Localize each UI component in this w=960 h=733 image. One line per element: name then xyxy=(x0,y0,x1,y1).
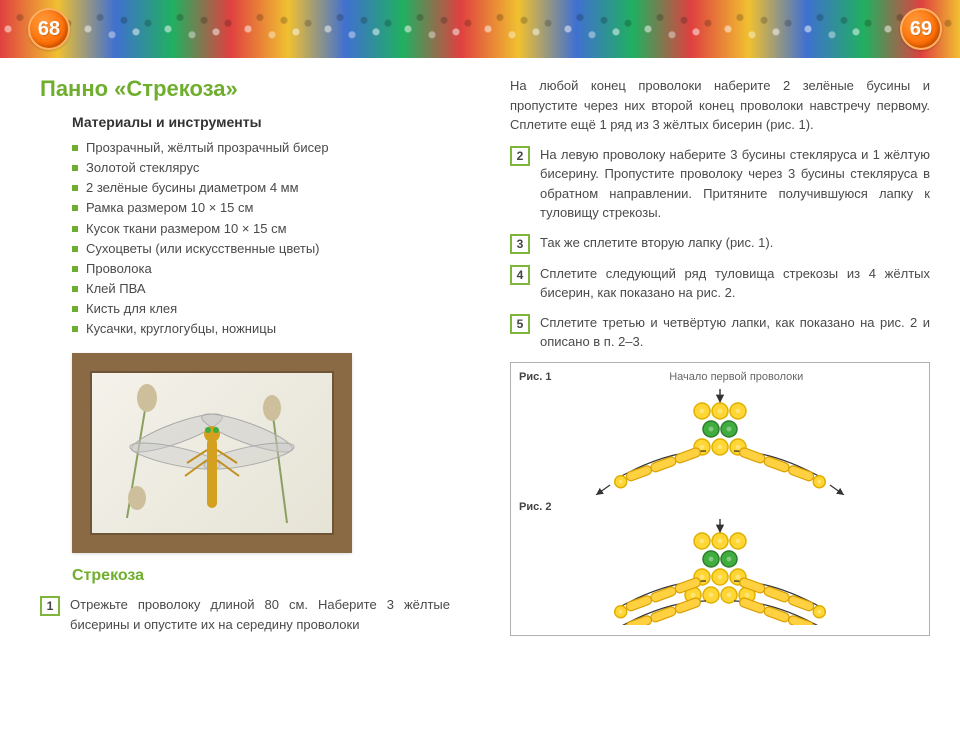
material-item: Кусачки, круглогубцы, ножницы xyxy=(72,319,450,339)
page-right: На любой конец проволоки наберите 2 зелё… xyxy=(480,58,960,733)
step-4: 4 Сплетите следующий ряд туловища стреко… xyxy=(510,264,930,303)
material-item: Прозрачный, жёлтый прозрачный бисер xyxy=(72,138,450,158)
step-text: Отрежьте проволоку длиной 80 см. Наберит… xyxy=(70,595,450,634)
material-item: Рамка размером 10 × 15 см xyxy=(72,198,450,218)
material-item: Кисть для клея xyxy=(72,299,450,319)
material-item: Кусок ткани размером 10 × 15 см xyxy=(72,219,450,239)
page-number-left: 68 xyxy=(28,8,70,50)
materials-list: Прозрачный, жёлтый прозрачный бисер Золо… xyxy=(72,138,450,339)
step-number: 4 xyxy=(510,265,530,285)
intro-paragraph: На любой конец проволоки наберите 2 зелё… xyxy=(510,76,930,135)
header-beads-banner: 68 69 xyxy=(0,0,960,58)
step-number: 1 xyxy=(40,596,60,616)
page-spread: Панно «Стрекоза» Материалы и инструменты… xyxy=(0,58,960,733)
step-1: 1 Отрежьте проволоку длиной 80 см. Набер… xyxy=(40,595,450,634)
step-text: Сплетите третью и четвёртую лапки, как п… xyxy=(540,313,930,352)
step-3: 3 Так же сплетите вторую лапку (рис. 1). xyxy=(510,233,930,254)
diagram-caption: Начало первой проволоки xyxy=(551,371,921,383)
diagram-2 xyxy=(530,515,910,625)
step-text: На левую проволоку наберите 3 бусины сте… xyxy=(540,145,930,223)
material-item: Проволока xyxy=(72,259,450,279)
materials-heading: Материалы и инструменты xyxy=(72,114,450,130)
section-title: Стрекоза xyxy=(72,567,450,585)
diagram-label-2: Рис. 2 xyxy=(519,501,551,513)
dragonfly-illustration xyxy=(97,378,327,528)
project-title: Панно «Стрекоза» xyxy=(40,76,450,102)
page-left: Панно «Стрекоза» Материалы и инструменты… xyxy=(0,58,480,733)
diagram-1 xyxy=(530,385,910,495)
diagram-label-1: Рис. 1 xyxy=(519,371,551,383)
project-photo-frame xyxy=(72,353,352,553)
step-5: 5 Сплетите третью и четвёртую лапки, как… xyxy=(510,313,930,352)
step-number: 2 xyxy=(510,146,530,166)
step-2: 2 На левую проволоку наберите 3 бусины с… xyxy=(510,145,930,223)
step-number: 3 xyxy=(510,234,530,254)
material-item: Клей ПВА xyxy=(72,279,450,299)
diagram-box: Рис. 1 Начало первой проволоки Рис. 2 xyxy=(510,362,930,636)
material-item: Сухоцветы (или искусственные цветы) xyxy=(72,239,450,259)
step-number: 5 xyxy=(510,314,530,334)
step-text: Так же сплетите вторую лапку (рис. 1). xyxy=(540,233,930,253)
page-number-right: 69 xyxy=(900,8,942,50)
step-text: Сплетите следующий ряд туловища стрекозы… xyxy=(540,264,930,303)
material-item: Золотой стеклярус xyxy=(72,158,450,178)
material-item: 2 зелёные бусины диаметром 4 мм xyxy=(72,178,450,198)
